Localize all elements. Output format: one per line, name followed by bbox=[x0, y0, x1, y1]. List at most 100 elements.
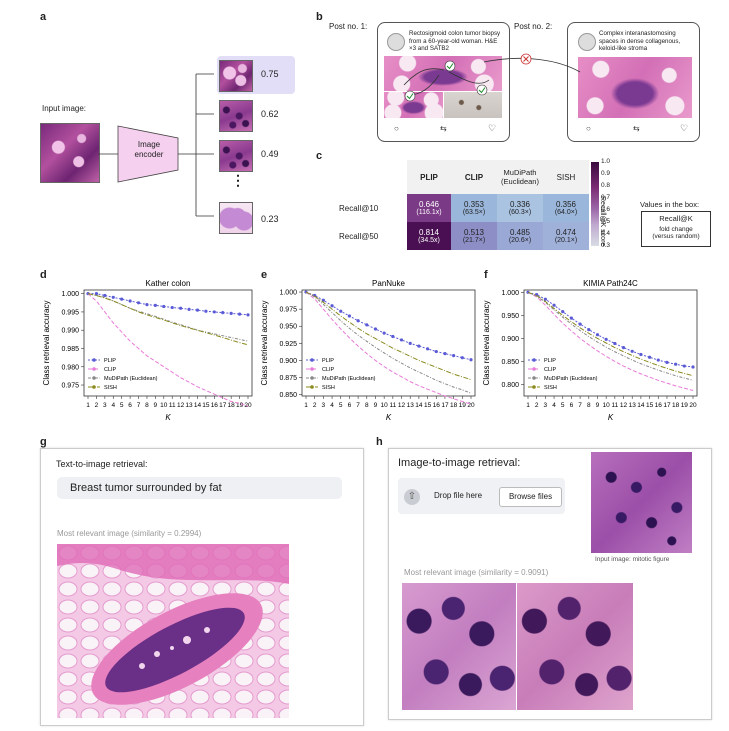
image-result-right bbox=[517, 583, 633, 710]
series-point bbox=[604, 337, 608, 341]
series-point bbox=[417, 344, 421, 348]
x-tick-label: 9 bbox=[154, 402, 158, 409]
colorbar-label: Recall@K score bbox=[599, 196, 606, 247]
colorbar-tick: 0.7 bbox=[601, 194, 611, 201]
repost-icon[interactable]: ⇆ bbox=[633, 124, 640, 133]
query-input[interactable]: Breast tumor surrounded by fat bbox=[57, 477, 342, 499]
plot-frame bbox=[83, 289, 253, 397]
image-retrieval-heading: Image-to-image retrieval: bbox=[398, 457, 521, 469]
result-thumb-3 bbox=[219, 140, 253, 172]
heart-icon[interactable]: ♡ bbox=[680, 123, 689, 133]
series-point bbox=[356, 319, 360, 323]
x-tick-label: 12 bbox=[620, 402, 628, 409]
series-point bbox=[691, 365, 695, 369]
cell-fold: (63.5×) bbox=[462, 209, 486, 216]
cell-fold: (116.1x) bbox=[416, 209, 442, 216]
y-tick-label: 0.975 bbox=[279, 307, 297, 314]
table-cell: 0.474 (20.1×) bbox=[543, 222, 589, 250]
x-tick-label: 2 bbox=[313, 402, 317, 409]
browse-files-button[interactable]: Browse files bbox=[499, 487, 562, 507]
series-point bbox=[229, 311, 233, 315]
series-point bbox=[195, 308, 200, 312]
series-point bbox=[94, 292, 99, 296]
legend-entry: CLIP bbox=[104, 367, 117, 373]
upload-icon: ⇧ bbox=[404, 489, 420, 505]
x-axis-label: K bbox=[165, 413, 171, 422]
plot-frame bbox=[523, 289, 698, 397]
series-point bbox=[237, 312, 242, 316]
series-line bbox=[527, 291, 694, 381]
panel-label-d: d bbox=[40, 269, 47, 281]
plot-frame bbox=[301, 289, 476, 397]
series-point bbox=[347, 314, 352, 318]
series-point bbox=[221, 311, 225, 315]
series-point bbox=[452, 354, 456, 358]
series-point bbox=[179, 306, 183, 310]
legend-line3: (versus random) bbox=[652, 233, 700, 240]
y-tick-label: 0.985 bbox=[61, 346, 79, 353]
y-tick-label: 0.990 bbox=[61, 328, 79, 335]
post2-image bbox=[578, 57, 692, 118]
x-tick-label: 20 bbox=[467, 402, 475, 409]
y-tick-label: 0.950 bbox=[279, 324, 297, 331]
legend-entry: PLIP bbox=[322, 358, 334, 364]
table-cell: 0.513 (21.7×) bbox=[451, 222, 497, 250]
series-point bbox=[434, 349, 438, 354]
legend-line1: Recall@K bbox=[659, 214, 693, 223]
series-point bbox=[330, 304, 334, 308]
comment-icon[interactable]: ○ bbox=[586, 124, 591, 133]
recall-table: PLIP CLIP MuDiPath (Euclidean) SISH Reca… bbox=[333, 160, 589, 250]
col-sish: SISH bbox=[556, 172, 576, 182]
post2-label: Post no. 2: bbox=[514, 22, 553, 31]
legend-entry: SISH bbox=[544, 385, 557, 391]
y-tick-label: 0.900 bbox=[279, 358, 297, 365]
colorbar-tick: 1.0 bbox=[601, 158, 611, 165]
x-tick-label: 10 bbox=[603, 402, 611, 409]
x-tick-label: 14 bbox=[194, 402, 202, 409]
repost-icon[interactable]: ⇆ bbox=[440, 124, 447, 133]
post2-text: Complex interanastomosing spaces in dens… bbox=[599, 30, 681, 52]
series-point bbox=[103, 293, 107, 298]
score-1: 0.75 bbox=[261, 69, 279, 79]
series-point bbox=[187, 307, 191, 311]
series-point bbox=[170, 305, 174, 310]
cell-fold: (20.1×) bbox=[554, 237, 578, 244]
series-point bbox=[443, 352, 447, 356]
legend-marker bbox=[532, 367, 536, 371]
legend-marker bbox=[532, 385, 536, 389]
series-line bbox=[305, 291, 472, 405]
x-tick-label: 16 bbox=[655, 402, 663, 409]
y-tick-label: 0.995 bbox=[61, 309, 79, 316]
comment-icon[interactable]: ○ bbox=[394, 124, 399, 133]
y-tick-label: 0.950 bbox=[501, 313, 519, 320]
input-image bbox=[40, 123, 100, 183]
x-tick-label: 13 bbox=[185, 402, 193, 409]
x-tick-label: 19 bbox=[681, 402, 689, 409]
cell-value: 0.485 bbox=[509, 228, 531, 237]
post1-avatar bbox=[387, 33, 405, 51]
legend-marker bbox=[92, 367, 96, 371]
series-point bbox=[365, 323, 369, 327]
legend-marker bbox=[310, 367, 314, 371]
post-link-arrows bbox=[403, 53, 581, 102]
x-tick-label: 14 bbox=[637, 402, 645, 409]
heart-icon[interactable]: ♡ bbox=[488, 123, 497, 133]
legend-entry: MuDiPath (Euclidean) bbox=[104, 376, 158, 382]
legend-marker bbox=[92, 358, 96, 362]
x-tick-label: 9 bbox=[374, 402, 378, 409]
series-point bbox=[665, 360, 669, 364]
table-cell: 0.336 (60.3×) bbox=[497, 194, 543, 222]
table-cell: 0.814 (34.5x) bbox=[407, 222, 451, 250]
result-thumb-4 bbox=[219, 202, 253, 234]
legend-marker bbox=[310, 358, 314, 362]
legend-marker bbox=[92, 385, 96, 389]
colorbar-tick: 0.4 bbox=[601, 230, 611, 237]
cell-fold: (64.0×) bbox=[554, 209, 578, 216]
panel-label-f: f bbox=[484, 269, 488, 281]
cell-fold: (21.7×) bbox=[462, 237, 486, 244]
y-tick-label: 0.900 bbox=[501, 336, 519, 343]
x-tick-label: 11 bbox=[169, 402, 176, 409]
series-point bbox=[425, 347, 430, 351]
image-encoder-label: Image encoder bbox=[134, 140, 164, 159]
chart-title: Kather colon bbox=[146, 279, 191, 288]
